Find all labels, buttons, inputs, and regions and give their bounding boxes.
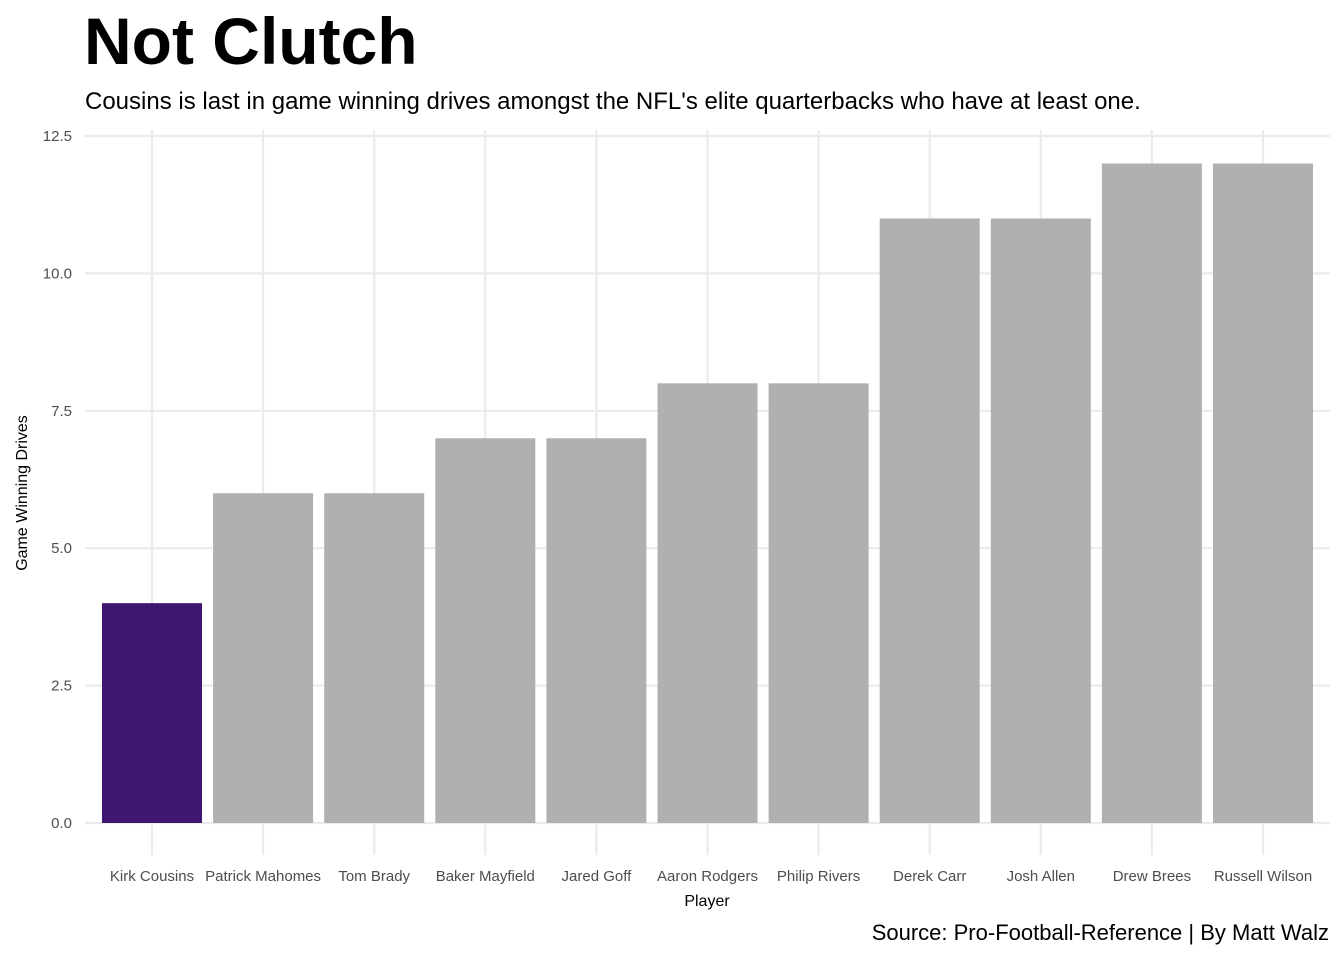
bar-patrick-mahomes <box>213 493 314 823</box>
chart-caption: Source: Pro-Football-Reference | By Matt… <box>871 920 1329 945</box>
bar-drew-brees <box>1101 163 1202 824</box>
bar-jared-goff <box>546 438 647 823</box>
x-tick-label: Drew Brees <box>1113 868 1191 885</box>
x-tick-label: Aaron Rodgers <box>657 868 758 885</box>
y-tick-label: 12.5 <box>43 128 72 145</box>
y-tick-label: 7.5 <box>51 403 72 420</box>
y-tick-label: 10.0 <box>43 265 72 282</box>
bar-kirk-cousins <box>102 603 202 823</box>
y-tick-label: 5.0 <box>51 540 72 557</box>
x-tick-label: Russell Wilson <box>1214 868 1312 885</box>
y-tick-label: 2.5 <box>51 678 72 695</box>
x-tick-label: Jared Goff <box>562 868 633 885</box>
y-tick-labels: 0.0 2.5 5.0 7.5 10.0 12.5 <box>43 128 72 832</box>
bar-layer <box>102 163 1313 824</box>
x-tick-label: Patrick Mahomes <box>205 868 321 885</box>
x-tick-label: Baker Mayfield <box>436 868 535 885</box>
bar-derek-carr <box>879 218 980 823</box>
bar-baker-mayfield <box>435 438 536 823</box>
bar-philip-rivers <box>768 383 869 823</box>
chart-title: Not Clutch <box>84 4 418 78</box>
x-tick-label: Tom Brady <box>338 868 410 885</box>
x-axis-title: Player <box>684 893 730 910</box>
x-tick-label: Josh Allen <box>1007 868 1075 885</box>
y-tick-label: 0.0 <box>51 815 72 832</box>
bar-josh-allen <box>990 218 1091 823</box>
bar-aaron-rodgers <box>657 383 758 823</box>
x-tick-labels: Kirk Cousins Patrick Mahomes Tom Brady Bake… <box>110 868 1312 885</box>
bar-russell-wilson <box>1213 163 1313 824</box>
bar-chart: 0.0 2.5 5.0 7.5 10.0 12.5 Kirk Cousins Patrick… <box>14 128 1330 910</box>
bar-tom-brady <box>324 493 425 823</box>
y-axis-title: Game Winning Drives <box>14 415 31 571</box>
chart-subtitle: Cousins is last in game winning drives a… <box>85 88 1141 115</box>
x-tick-label: Derek Carr <box>893 868 966 885</box>
x-tick-label: Kirk Cousins <box>110 868 194 885</box>
x-tick-label: Philip Rivers <box>777 868 860 885</box>
